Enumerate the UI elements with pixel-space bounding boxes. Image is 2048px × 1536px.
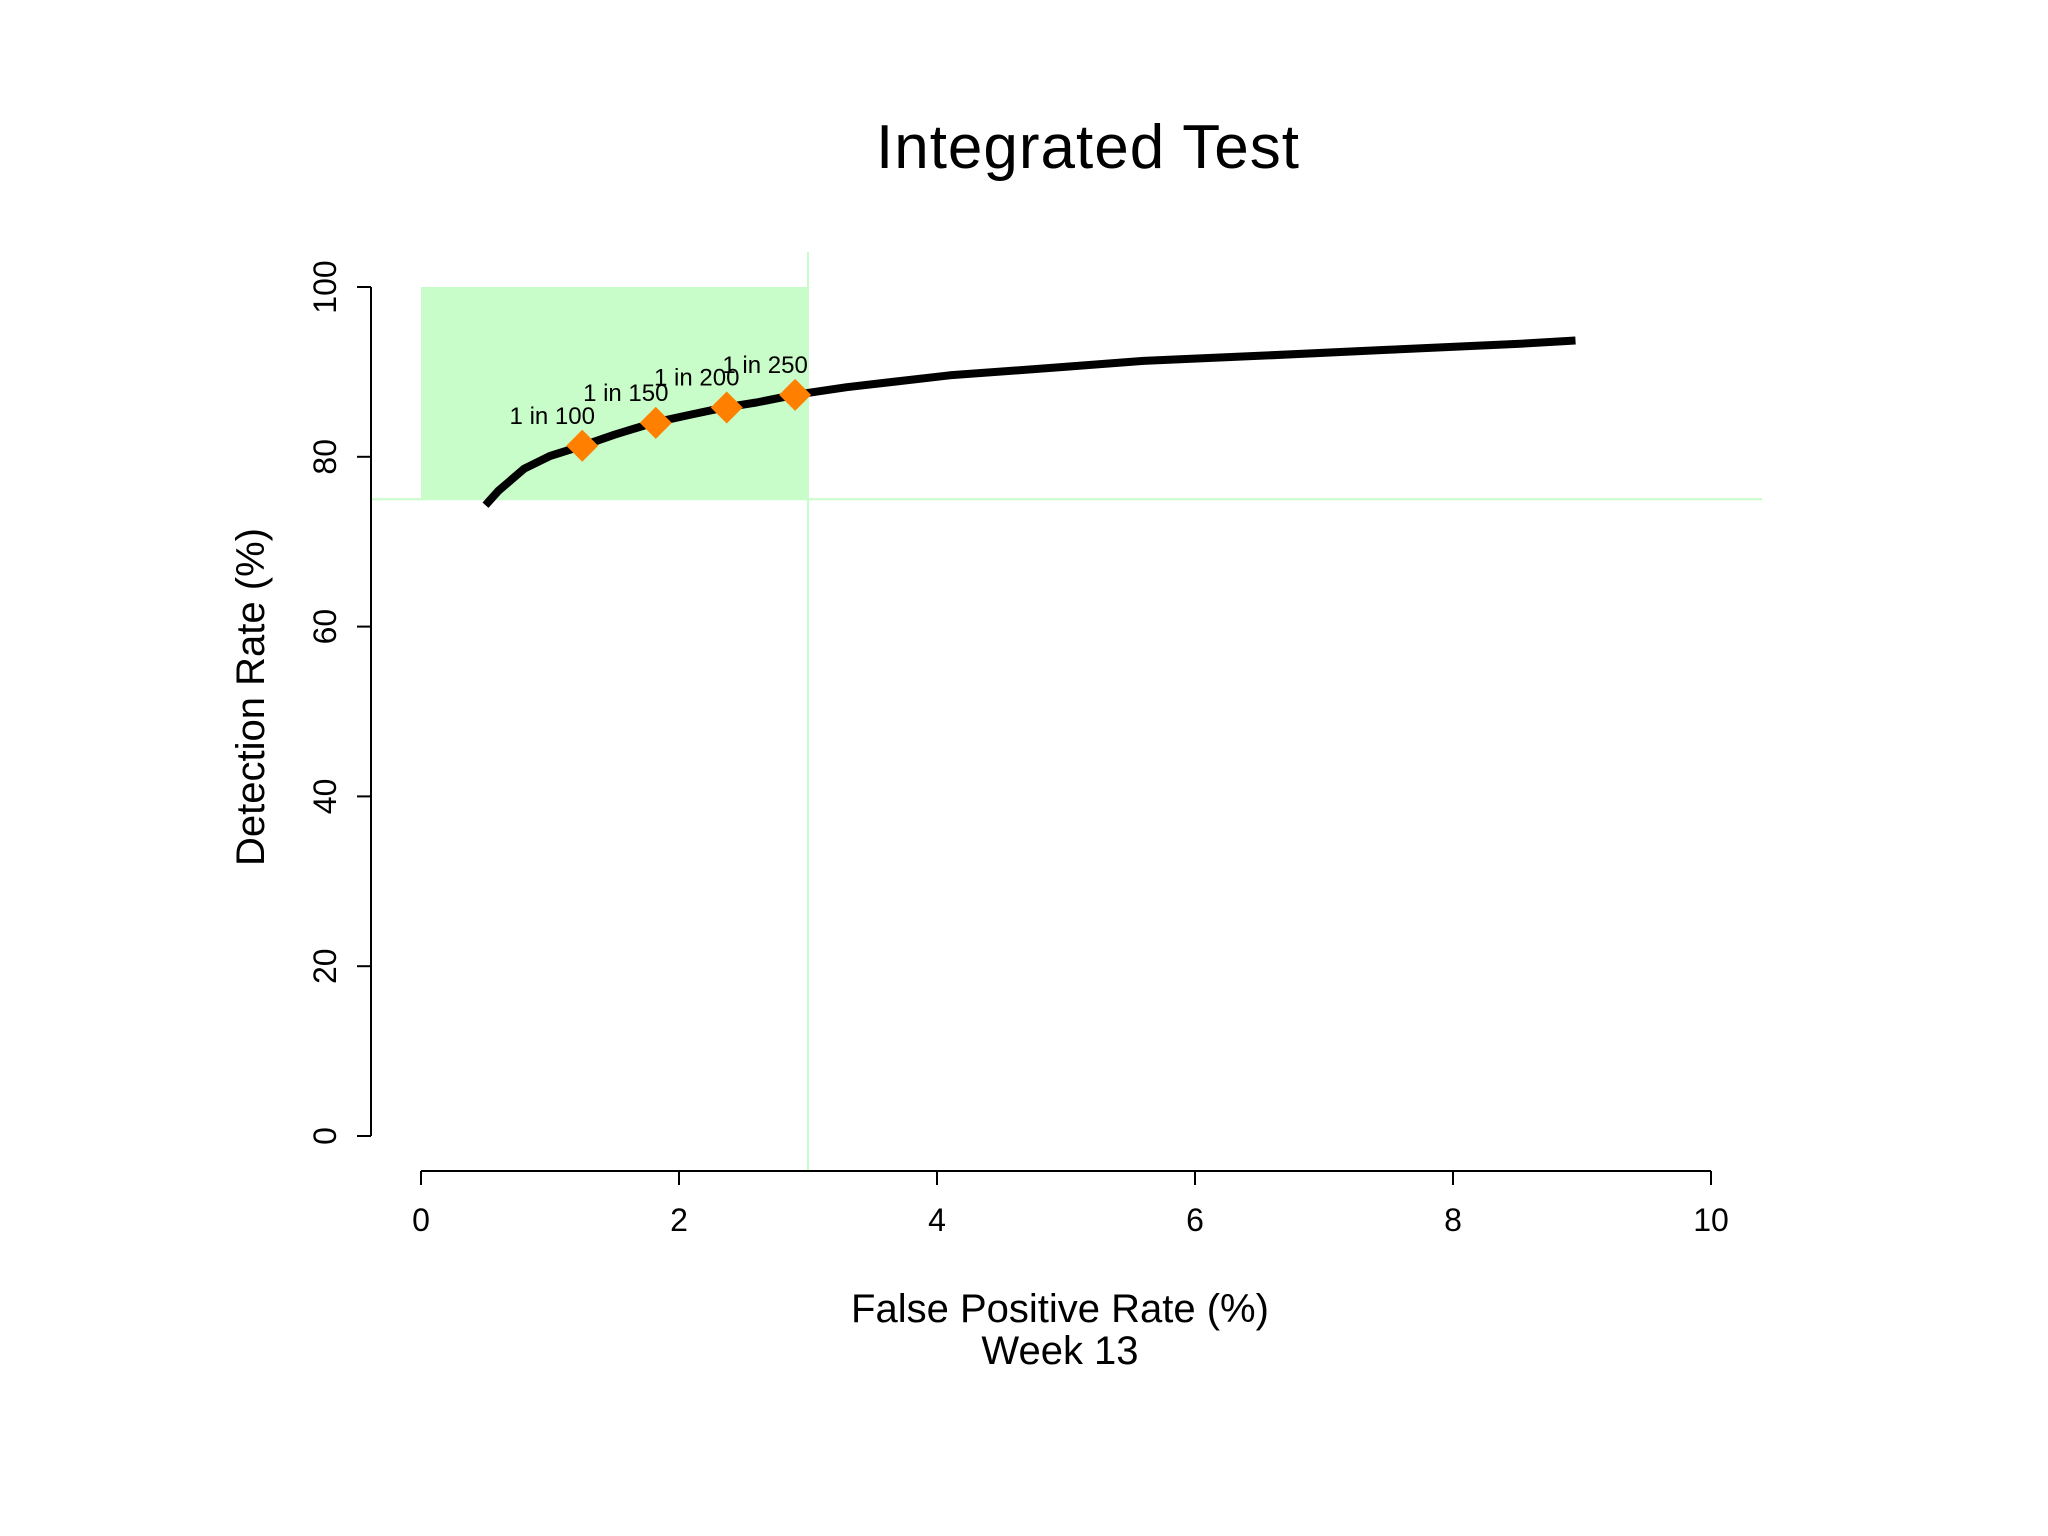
x-tick-label: 6 bbox=[1186, 1202, 1204, 1238]
target-region bbox=[421, 287, 808, 500]
data-point-label: 1 in 100 bbox=[510, 403, 595, 430]
y-tick-label: 0 bbox=[307, 1127, 343, 1145]
x-axis-sublabel: Week 13 bbox=[981, 1329, 1138, 1373]
data-point-marker bbox=[566, 429, 599, 462]
x-tick-label: 4 bbox=[928, 1202, 946, 1238]
x-axis-label: False Positive Rate (%) bbox=[851, 1287, 1269, 1331]
data-point-label: 1 in 250 bbox=[722, 352, 807, 379]
y-tick-label: 60 bbox=[307, 609, 343, 645]
y-axis-label: Detection Rate (%) bbox=[229, 528, 273, 866]
chart-title: Integrated Test bbox=[876, 113, 1300, 182]
data-point-label: 1 in 200 bbox=[654, 365, 739, 392]
y-tick-label: 20 bbox=[307, 948, 343, 984]
x-tick-label: 10 bbox=[1693, 1202, 1729, 1238]
data-point-label: 1 in 150 bbox=[583, 380, 668, 407]
x-tick-label: 8 bbox=[1444, 1202, 1462, 1238]
y-tick-label: 40 bbox=[307, 779, 343, 815]
data-point-marker bbox=[710, 391, 743, 424]
series-line bbox=[482, 336, 1576, 508]
data-point-marker bbox=[639, 406, 672, 439]
data-point-marker bbox=[779, 378, 812, 411]
x-tick-label: 0 bbox=[412, 1202, 430, 1238]
x-tick-label: 2 bbox=[670, 1202, 688, 1238]
y-tick-label: 100 bbox=[307, 260, 343, 313]
y-tick-label: 80 bbox=[307, 439, 343, 475]
